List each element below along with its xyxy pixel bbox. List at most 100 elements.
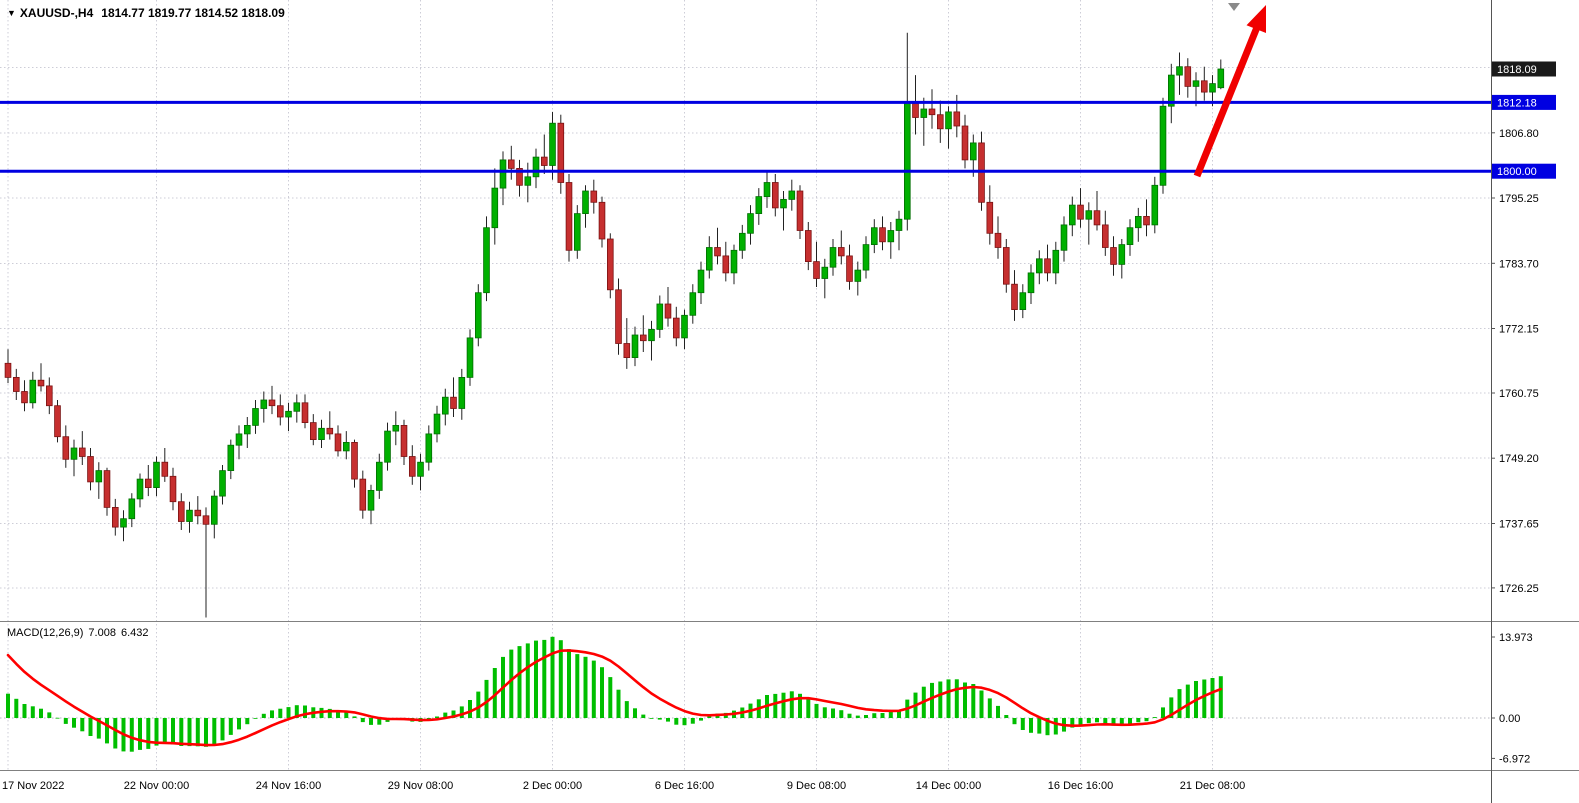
time-axis-label: 14 Dec 00:00 xyxy=(916,780,981,792)
candle-down xyxy=(590,190,598,203)
candle-down xyxy=(928,108,936,116)
candle-down xyxy=(276,405,284,418)
candle-down xyxy=(408,456,416,477)
candle-down xyxy=(301,402,309,423)
candle-down xyxy=(202,515,210,525)
horizontal-level-lines[interactable] xyxy=(0,100,1491,173)
candles[interactable] xyxy=(4,32,1225,618)
candle-down xyxy=(507,159,515,169)
candle-up xyxy=(70,447,78,460)
candle-down xyxy=(722,255,730,274)
candle-up xyxy=(466,337,474,378)
macd-axis[interactable]: 13.973 0.00 -6.972 xyxy=(1491,632,1533,765)
candle-down xyxy=(1143,215,1150,226)
candle-down xyxy=(351,441,358,480)
candle-down xyxy=(1201,80,1208,93)
candle-down xyxy=(565,182,573,251)
price-axis[interactable]: 1806.80 1795.25 1783.70 1772.15 1760.75 1749.… xyxy=(1491,128,1539,595)
candle-down xyxy=(144,478,152,489)
candle-up xyxy=(219,470,226,497)
macd-axis-label: 0.00 xyxy=(1499,713,1520,725)
candle-up xyxy=(425,433,433,463)
candle-up xyxy=(697,269,705,294)
price-axis-label: 1737.65 xyxy=(1499,519,1539,531)
candle-down xyxy=(87,456,94,483)
candle-down xyxy=(1110,247,1117,265)
candle-up xyxy=(483,227,490,294)
candle-up xyxy=(342,441,350,452)
candle-down xyxy=(450,396,457,409)
candle-down xyxy=(268,399,276,407)
time-axis-label: 2 Dec 00:00 xyxy=(523,780,582,792)
candle-up xyxy=(689,292,697,316)
candle-down xyxy=(177,501,185,522)
macd-indicator-label: MACD(12,26,9) 7.008 6.432 xyxy=(7,627,153,639)
candle-up xyxy=(433,413,441,435)
candle-up xyxy=(367,489,375,511)
candle-down xyxy=(79,447,86,457)
time-axis-label: 21 Dec 08:00 xyxy=(1180,780,1245,792)
candle-down xyxy=(986,201,994,234)
candle-up xyxy=(285,410,292,418)
candle-up xyxy=(1019,292,1027,311)
candle-down xyxy=(541,156,548,166)
candle-up xyxy=(1085,210,1093,220)
candle-up xyxy=(1060,224,1068,251)
candle-up xyxy=(1176,66,1183,76)
macd-axis-label: -6.972 xyxy=(1499,753,1530,765)
price-axis-label: 1772.15 xyxy=(1499,324,1539,336)
candle-up xyxy=(821,266,829,279)
time-axis-label: 22 Nov 00:00 xyxy=(124,780,189,792)
candle-up xyxy=(970,142,977,161)
macd-histogram xyxy=(6,636,1223,752)
candle-down xyxy=(161,461,169,477)
chart-shift-marker-icon[interactable] xyxy=(1228,3,1240,11)
symbol-dropdown-icon[interactable]: ▼ xyxy=(7,8,16,18)
candle-down xyxy=(54,405,61,438)
grid xyxy=(0,0,1491,770)
candle-up xyxy=(1135,215,1142,229)
candle-down xyxy=(4,362,12,378)
time-axis-label: 17 Nov 2022 xyxy=(2,780,64,792)
candle-down xyxy=(334,433,342,452)
candle-down xyxy=(879,227,886,243)
candle-down xyxy=(664,303,672,319)
candle-up xyxy=(252,408,259,426)
candle-down xyxy=(813,261,820,279)
candle-up xyxy=(656,303,664,330)
candle-up xyxy=(1027,272,1035,294)
candle-up xyxy=(574,213,581,251)
candle-down xyxy=(1011,283,1018,311)
candle-up xyxy=(260,399,268,409)
candle-down xyxy=(1044,258,1051,274)
candle-down xyxy=(557,122,565,183)
candle-up xyxy=(474,292,482,339)
svg-text:1800.00: 1800.00 xyxy=(1497,166,1537,178)
candle-up xyxy=(945,111,952,130)
candle-up xyxy=(1126,227,1134,245)
candle-up xyxy=(532,156,540,178)
support-price-badge: 1800.00 xyxy=(1492,163,1556,179)
candle-down xyxy=(103,470,111,508)
candle-down xyxy=(194,509,202,517)
resistance-price-badge: 1812.18 xyxy=(1492,94,1556,110)
candle-down xyxy=(912,103,919,118)
candle-down xyxy=(623,343,631,359)
time-axis[interactable]: 17 Nov 2022 22 Nov 00:00 24 Nov 16:00 29 No… xyxy=(2,780,1245,792)
macd-signal-line xyxy=(6,649,1223,747)
candle-up xyxy=(871,227,878,245)
candle-up xyxy=(706,247,713,271)
candle-up xyxy=(780,198,787,209)
candle-down xyxy=(1003,247,1010,285)
candle-up xyxy=(730,249,738,274)
trend-arrow[interactable] xyxy=(1193,5,1266,178)
candle-down xyxy=(961,125,969,161)
candle-down xyxy=(1093,210,1101,226)
symbol-period-label: XAUUSD-,H4 xyxy=(19,6,94,20)
candle-down xyxy=(772,182,779,209)
candle-up xyxy=(1168,74,1175,107)
candle-up xyxy=(920,108,928,118)
